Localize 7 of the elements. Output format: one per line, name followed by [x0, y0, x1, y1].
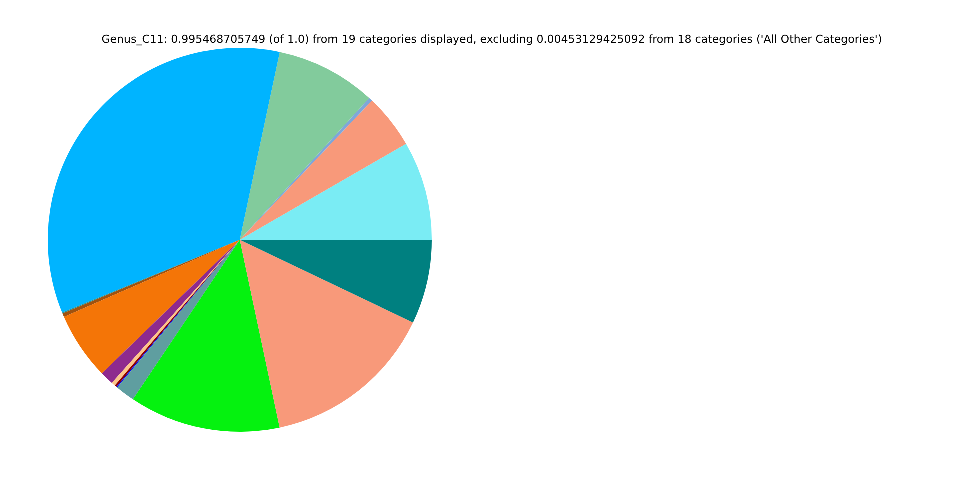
pie-slice: [240, 240, 432, 323]
pie-slice: [240, 52, 370, 240]
text: Genus_C11: 0.995468705749 (of 1.0) from 19 categories displayed, excluding 0.00453129425092 from 18 categories ('All Other Categories'): [102, 33, 882, 46]
pie-slice: [64, 240, 240, 374]
pie-slice: [133, 240, 280, 432]
pie-slice: [240, 144, 432, 240]
pie-slice: [48, 48, 280, 313]
